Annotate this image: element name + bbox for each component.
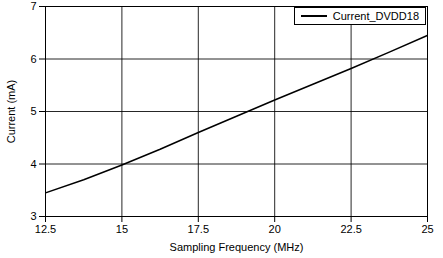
svg-text:Current (mA): Current (mA) [5, 80, 17, 144]
svg-text:3: 3 [30, 210, 36, 222]
svg-text:6: 6 [30, 53, 36, 65]
svg-text:17.5: 17.5 [188, 223, 209, 235]
svg-text:20: 20 [269, 223, 281, 235]
svg-text:15: 15 [116, 223, 128, 235]
svg-text:7: 7 [30, 0, 36, 12]
svg-text:4: 4 [30, 158, 36, 170]
svg-text:Sampling Frequency (MHz): Sampling Frequency (MHz) [170, 241, 304, 253]
svg-text:22.5: 22.5 [340, 223, 361, 235]
svg-text:25: 25 [421, 223, 433, 235]
html-text:Current_DVDD18: Current_DVDD18 [332, 10, 419, 22]
svg-text:5: 5 [30, 105, 36, 117]
svg-text:12.5: 12.5 [35, 223, 56, 235]
